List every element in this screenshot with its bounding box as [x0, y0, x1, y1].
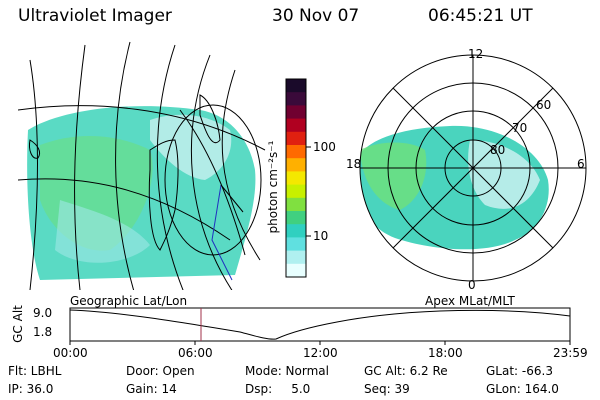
- altitude-curve: [69, 309, 571, 340]
- info-gcalt: GC Alt: 6.2 Re: [364, 364, 448, 378]
- colorbar-segment: [286, 197, 306, 212]
- polar-plot: [359, 54, 587, 282]
- info-ip: IP: 36.0: [8, 382, 54, 396]
- info-mode: Mode: Normal: [245, 364, 329, 378]
- info-glat: GLat: -66.3: [486, 364, 553, 378]
- info-flt: Flt: LBHL: [8, 364, 62, 378]
- lat-label-80: 80: [490, 143, 506, 157]
- timeline-y-axis-label: GC Alt: [11, 305, 25, 343]
- colorbar-tick-10: 10: [313, 229, 329, 243]
- colorbar-segment: [286, 237, 306, 252]
- colorbar-unit-label: photon cm⁻²s⁻¹: [266, 140, 280, 234]
- header-date: 30 Nov 07: [272, 6, 360, 26]
- timeline-x-tick-1800: 18:00: [428, 346, 463, 360]
- coastline: [148, 139, 179, 251]
- lat-label-60: 60: [536, 98, 552, 112]
- timeline-x-tick-0000: 00:00: [53, 346, 88, 360]
- info-door: Door: Open: [126, 364, 195, 378]
- colorbar-segment: [286, 224, 306, 238]
- info-seq: Seq: 39: [364, 382, 410, 396]
- colorbar-segment: [286, 158, 306, 172]
- colorbar-segment: [286, 79, 306, 93]
- mlt-label-6: 6: [577, 157, 585, 171]
- colorbar: [286, 79, 306, 278]
- mlt-label-18: 18: [346, 157, 362, 171]
- geographic-map: [18, 41, 266, 290]
- colorbar-segment: [286, 145, 306, 159]
- mlt-label-12: 12: [468, 47, 484, 61]
- info-gain: Gain: 14: [126, 382, 177, 396]
- altitude-timeline: [69, 307, 571, 345]
- timeline-left-label: Geographic Lat/Lon: [70, 294, 188, 308]
- colorbar-tick-100: 100: [313, 140, 336, 154]
- lat-label-70: 70: [512, 121, 528, 135]
- timeline-x-tick-0600: 06:00: [178, 346, 213, 360]
- colorbar-segment: [286, 171, 306, 186]
- header-title: Ultraviolet Imager: [18, 6, 172, 26]
- colorbar-segment: [286, 263, 306, 278]
- info-dsp: Dsp: 5.0: [245, 382, 311, 396]
- timeline-y-tick-top: 9.0: [33, 306, 53, 320]
- mlt-label-0: 0: [468, 278, 476, 292]
- colorbar-segment: [286, 92, 306, 106]
- colorbar-segment: [286, 250, 306, 265]
- timeline-x-tick-1200: 12:00: [303, 346, 338, 360]
- timeline-right-label: Apex MLat/MLT: [425, 294, 515, 308]
- colorbar-segment: [286, 131, 306, 146]
- colorbar-segment: [286, 211, 306, 225]
- colorbar-segment: [286, 118, 306, 133]
- colorbar-segment: [286, 184, 306, 199]
- header-time: 06:45:21 UT: [428, 6, 533, 26]
- timeline-x-tick-2359: 23:59: [553, 346, 588, 360]
- timeline-y-tick-bottom: 1.8: [33, 325, 53, 339]
- colorbar-segment: [286, 105, 306, 120]
- info-glon: GLon: 164.0: [486, 382, 559, 396]
